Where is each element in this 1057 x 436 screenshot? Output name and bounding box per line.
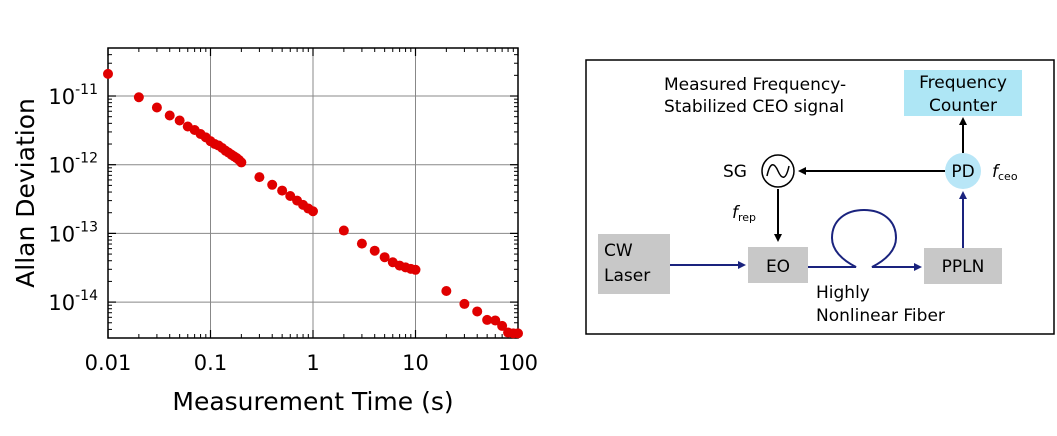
cw-laser-label-line2: Laser — [604, 266, 650, 286]
data-point — [356, 238, 367, 249]
cw-laser-box — [598, 234, 670, 294]
y-tick-label: 10-13 — [48, 219, 98, 246]
fiber-label-line1: Highly — [816, 283, 870, 303]
data-point — [267, 179, 278, 190]
frep-label: frep — [732, 203, 756, 224]
measured-signal-label-line2: Stabilized CEO signal — [664, 97, 844, 117]
y-tick-label: 10-11 — [48, 82, 98, 109]
fiber-label-line2: Nonlinear Fiber — [816, 306, 945, 326]
measured-signal-label-line1: Measured Frequency- — [664, 75, 846, 95]
frequency-counter-box — [904, 70, 1022, 116]
x-axis-label: Measurement Time (s) — [172, 387, 453, 416]
eo-modulator-box — [748, 247, 808, 283]
frequency-counter-label-line1: Frequency — [919, 73, 1007, 93]
ppln-crystal-label: PPLN — [942, 257, 985, 277]
frequency-stabilization-diagram: Measured Frequency- Stabilized CEO signa… — [585, 59, 1055, 335]
data-point — [174, 115, 185, 126]
y-tick-label: 10-12 — [48, 151, 98, 178]
data-point — [277, 185, 288, 196]
data-point — [497, 320, 508, 331]
data-point — [164, 110, 175, 121]
data-point — [472, 306, 483, 317]
x-tick-label: 10 — [402, 351, 429, 375]
data-series — [103, 68, 523, 339]
chart-grid — [108, 48, 518, 338]
data-point — [490, 315, 501, 326]
data-point — [513, 328, 523, 339]
ppln-crystal-box — [924, 248, 1002, 284]
x-tick-labels: 0.01 0.1 1 10 100 — [85, 351, 538, 375]
data-point — [441, 285, 452, 296]
data-point — [308, 206, 318, 217]
data-point — [338, 225, 349, 236]
y-tick-labels: 10-11 10-12 10-13 10-14 — [48, 82, 98, 315]
data-point — [103, 68, 113, 79]
photodetector-label: PD — [951, 162, 974, 182]
data-point — [133, 92, 144, 103]
x-tick-label: 100 — [498, 351, 538, 375]
x-tick-label: 0.1 — [194, 351, 227, 375]
chart-ticks — [107, 47, 519, 339]
data-point — [482, 314, 493, 325]
data-point — [254, 172, 265, 183]
allan-deviation-chart: 0.01 0.1 1 10 100 10-11 10-12 10-13 10-14 Measu… — [11, 47, 538, 416]
data-point — [459, 298, 470, 309]
signal-generator-label: SG — [723, 162, 747, 182]
photodetector-circle — [945, 153, 981, 189]
cw-laser-label-line1: CW — [604, 241, 633, 261]
sine-wave-icon — [766, 164, 790, 178]
data-point — [369, 245, 380, 256]
x-tick-label: 0.01 — [85, 351, 132, 375]
data-point — [236, 157, 247, 168]
y-tick-label: 10-14 — [48, 288, 98, 315]
eo-modulator-label: EO — [766, 257, 790, 277]
x-tick-label: 1 — [306, 351, 319, 375]
y-axis-label: Allan Deviation — [11, 98, 40, 288]
data-point — [410, 264, 421, 275]
fceo-label: fceo — [992, 162, 1018, 183]
frequency-counter-label-line2: Counter — [929, 96, 997, 116]
data-point — [151, 102, 162, 113]
data-point — [379, 252, 390, 263]
nonlinear-fiber-path — [808, 208, 922, 271]
